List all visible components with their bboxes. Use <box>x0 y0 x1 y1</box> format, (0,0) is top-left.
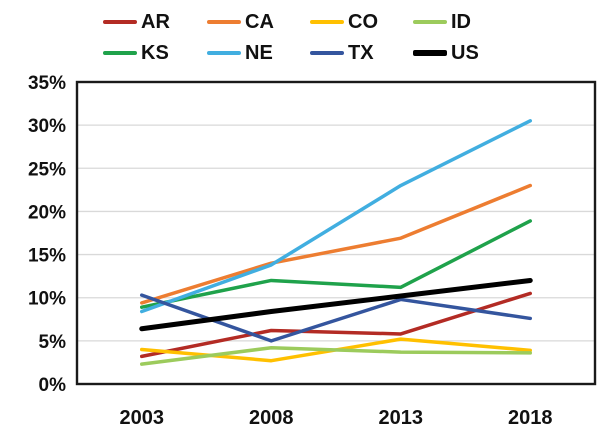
legend-label: NE <box>245 41 273 64</box>
y-axis-tick-label: 10% <box>28 289 66 310</box>
y-axis-tick-label: 35% <box>28 73 66 94</box>
legend-label: US <box>451 41 479 64</box>
legend-swatch-CO <box>310 20 344 24</box>
legend-label: ID <box>451 10 471 33</box>
x-axis-tick-label: 2003 <box>120 407 165 429</box>
chart-legend: AR CA CO ID KS NE TX US <box>0 0 612 70</box>
x-axis-tick-label: 2018 <box>508 407 553 429</box>
y-axis-tick-label: 25% <box>28 159 66 180</box>
y-axis-tick-label: 30% <box>28 116 66 137</box>
legend-item-CA: CA <box>207 9 274 35</box>
legend-label: CA <box>245 10 274 33</box>
y-axis-tick-label: 0% <box>39 375 67 396</box>
legend-swatch-TX <box>310 51 344 55</box>
legend-swatch-NE <box>207 51 241 55</box>
legend-label: KS <box>141 41 169 64</box>
legend-item-US: US <box>413 40 479 66</box>
legend-item-TX: TX <box>310 40 374 66</box>
legend-item-AR: AR <box>103 9 170 35</box>
series-line-US <box>139 277 533 332</box>
legend-swatch-ID <box>413 20 447 24</box>
legend-swatch-KS <box>103 51 137 55</box>
x-axis-tick-label: 2013 <box>379 407 424 429</box>
legend-label: TX <box>348 41 374 64</box>
legend-swatch-AR <box>103 20 137 24</box>
legend-item-NE: NE <box>207 40 273 66</box>
series-line-AR <box>140 291 532 359</box>
legend-item-ID: ID <box>413 9 471 35</box>
legend-swatch-US <box>413 50 447 56</box>
legend-label: AR <box>141 10 170 33</box>
series-line-KS <box>140 219 532 309</box>
y-axis-tick-label: 20% <box>28 202 66 223</box>
y-axis-tick-label: 15% <box>28 246 66 267</box>
legend-item-CO: CO <box>310 9 378 35</box>
legend-item-KS: KS <box>103 40 169 66</box>
series-line-NE <box>140 119 532 314</box>
legend-label: CO <box>348 10 378 33</box>
series-line-ID <box>140 346 532 366</box>
series-line-CA <box>140 183 532 305</box>
legend-swatch-CA <box>207 20 241 24</box>
x-axis-tick-label: 2008 <box>249 407 294 429</box>
plot-border <box>75 80 597 386</box>
y-axis-tick-label: 5% <box>39 332 67 353</box>
